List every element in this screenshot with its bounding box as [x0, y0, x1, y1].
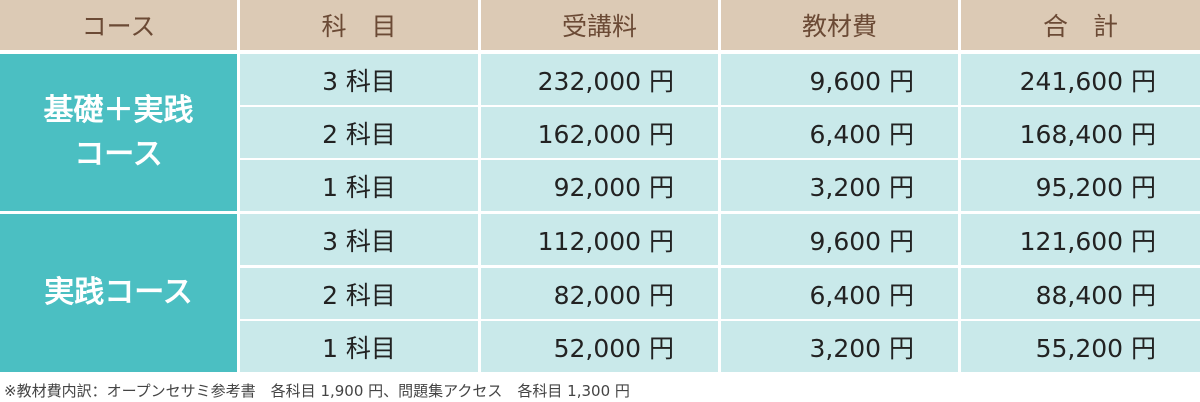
course-name: 実践コース [44, 275, 193, 310]
price-cell: 95,200 円 [961, 160, 1200, 211]
price-cell: 52,000 円 [481, 321, 718, 372]
price-cell: 112,000 円 [481, 214, 718, 265]
header-cell: コース [0, 0, 237, 50]
price-cell: 3,200 円 [721, 321, 958, 372]
price-cell: 6,400 円 [721, 107, 958, 158]
subject-cell: 1 科目 [240, 160, 478, 211]
subject-cell: 1 科目 [240, 321, 478, 372]
course-cell: 実践コース [0, 214, 237, 372]
subject-cell: 2 科目 [240, 268, 478, 319]
footnote: ※教材費内訳：オープンセサミ参考書 各科目 1,900 円、問題集アクセス 各科… [4, 382, 630, 400]
price-cell: 88,400 円 [961, 268, 1200, 319]
price-cell: 162,000 円 [481, 107, 718, 158]
price-cell: 121,600 円 [961, 214, 1200, 265]
course-cell: 基礎＋実践コース [0, 54, 237, 211]
price-cell: 168,400 円 [961, 107, 1200, 158]
header-cell: 受講料 [481, 0, 718, 50]
course-name: 基礎＋実践 [43, 92, 194, 128]
subject-cell: 2 科目 [240, 107, 478, 158]
price-cell: 241,600 円 [961, 54, 1200, 105]
subject-cell: 3 科目 [240, 54, 478, 105]
subject-cell: 3 科目 [240, 214, 478, 265]
price-cell: 82,000 円 [481, 268, 718, 319]
header-cell: 教材費 [721, 0, 958, 50]
course-name: コース [74, 136, 163, 172]
price-cell: 9,600 円 [721, 214, 958, 265]
price-cell: 232,000 円 [481, 54, 718, 105]
price-cell: 55,200 円 [961, 321, 1200, 372]
price-cell: 6,400 円 [721, 268, 958, 319]
price-cell: 9,600 円 [721, 54, 958, 105]
header-cell: 合 計 [961, 0, 1200, 50]
price-cell: 92,000 円 [481, 160, 718, 211]
price-cell: 3,200 円 [721, 160, 958, 211]
header-cell: 科 目 [240, 0, 478, 50]
